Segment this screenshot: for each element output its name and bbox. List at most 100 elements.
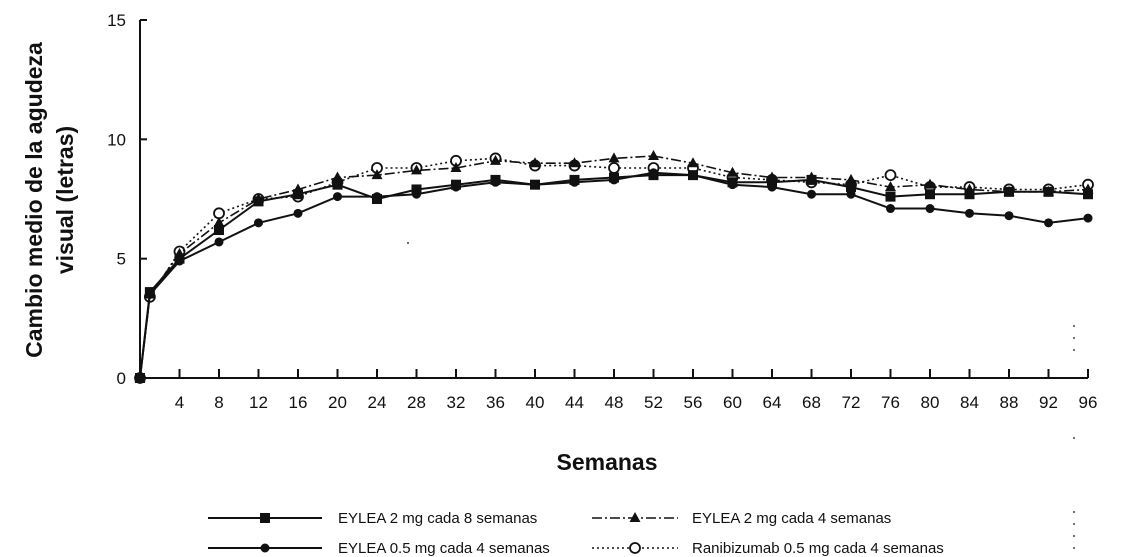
data-point: [608, 162, 620, 174]
x-tick-label: 84: [960, 393, 979, 412]
data-point: [648, 150, 659, 161]
data-point: [965, 208, 974, 218]
x-tick-label: 8: [214, 393, 223, 412]
legend-marker-1: [629, 512, 641, 522]
data-point: [530, 179, 540, 190]
data-point: [213, 216, 225, 227]
data-point: [569, 174, 580, 185]
series-3: [134, 152, 1094, 384]
data-point: [767, 177, 777, 188]
data-point: [925, 189, 935, 200]
data-point: [135, 373, 145, 383]
series-line-1: [139, 155, 1089, 379]
x-tick-label: 4: [175, 393, 184, 412]
data-point: [213, 207, 225, 220]
data-point: [450, 161, 462, 172]
x-tick-label: 80: [921, 393, 940, 412]
data-point: [925, 204, 935, 214]
x-axis-ticks: 4 8 12 16 20 24 28 32 36 40 44 48 52 56 60 64 68 72 76 80 84…: [175, 369, 1097, 412]
data-point: [885, 191, 896, 202]
y-tick-label: 5: [117, 250, 126, 269]
data-point: [886, 204, 895, 214]
data-point: [529, 157, 541, 168]
data-point: [490, 154, 501, 165]
x-tick-label: 72: [842, 393, 861, 412]
data-point: [1004, 186, 1014, 197]
legend-item-1: EYLEA 2 mg cada 4 semanas: [592, 510, 891, 527]
data-point: [293, 208, 303, 218]
scan-dot: [1073, 337, 1075, 339]
legend-item-0: EYLEA 2 mg cada 8 semanas: [208, 510, 537, 527]
x-tick-label: 32: [447, 393, 466, 412]
data-point: [372, 194, 382, 204]
x-tick-label: 40: [526, 393, 545, 412]
x-tick-label: 16: [289, 393, 308, 412]
data-point: [214, 225, 224, 236]
legend-marker-2: [260, 543, 270, 553]
x-tick-label: 12: [249, 393, 268, 412]
series-layer: [134, 150, 1094, 384]
y-tick-label: 10: [107, 130, 126, 149]
scan-dot: [1073, 547, 1075, 549]
data-point: [490, 174, 501, 185]
legend-item-2: EYLEA 0.5 mg cada 4 semanas: [208, 540, 550, 557]
scan-dot: [1073, 523, 1075, 525]
series-line-3: [139, 157, 1089, 379]
data-point: [451, 179, 461, 190]
x-tick-label: 60: [723, 393, 742, 412]
x-tick-label: 92: [1039, 393, 1058, 412]
scan-dot: [1073, 325, 1075, 327]
x-tick-label: 56: [684, 393, 703, 412]
data-point: [144, 287, 155, 298]
x-tick-label: 24: [368, 393, 387, 412]
scan-dot: [407, 242, 409, 244]
data-point: [371, 169, 383, 180]
scan-dot: [1073, 535, 1075, 537]
legend-marker-3: [629, 542, 641, 554]
series-1: [134, 150, 1094, 382]
data-point: [332, 179, 343, 190]
y-axis-title-line-2: visual (letras): [52, 126, 78, 274]
data-point: [807, 189, 816, 199]
series-line-2: [139, 171, 1089, 379]
y-tick-label: 15: [107, 11, 126, 30]
data-point: [609, 172, 619, 183]
series-0: [135, 170, 1093, 383]
x-tick-label: 76: [881, 393, 900, 412]
legend-item-3: Ranibizumab 0.5 mg cada 4 semanas: [592, 540, 944, 557]
series-2: [135, 168, 1093, 383]
y-axis-title: Cambio medio de la agudeza visual (letra…: [21, 42, 78, 358]
data-point: [727, 166, 738, 177]
data-point: [884, 169, 897, 182]
legend-marker-0: [260, 513, 270, 523]
data-point: [964, 189, 975, 200]
data-point: [253, 196, 264, 207]
series-line-0: [139, 174, 1089, 379]
data-point: [688, 170, 698, 181]
data-point: [1043, 186, 1054, 197]
legend-label-3: Ranibizumab 0.5 mg cada 4 semanas: [692, 540, 944, 557]
x-axis-title: Semanas: [556, 449, 657, 475]
data-point: [727, 177, 738, 188]
data-point: [293, 189, 303, 200]
x-tick-label: 44: [565, 393, 584, 412]
data-point: [687, 157, 699, 168]
data-point: [1083, 189, 1093, 200]
legend-label-2: EYLEA 0.5 mg cada 4 semanas: [338, 540, 550, 557]
axes: [139, 20, 1088, 379]
x-tick-label: 36: [486, 393, 505, 412]
x-tick-label: 52: [644, 393, 663, 412]
legend-label-0: EYLEA 2 mg cada 8 semanas: [338, 510, 537, 527]
data-point: [1004, 211, 1014, 221]
data-point: [174, 253, 185, 264]
data-point: [845, 173, 857, 184]
data-point: [1083, 213, 1093, 223]
data-point: [648, 170, 659, 181]
data-point: [885, 181, 896, 192]
data-point: [569, 157, 580, 168]
scan-artifacts: [407, 242, 1075, 549]
data-point: [411, 164, 422, 175]
scan-dot: [1073, 511, 1075, 513]
data-point: [332, 171, 343, 182]
y-axis-title-line-1: Cambio medio de la agudeza: [21, 42, 47, 358]
